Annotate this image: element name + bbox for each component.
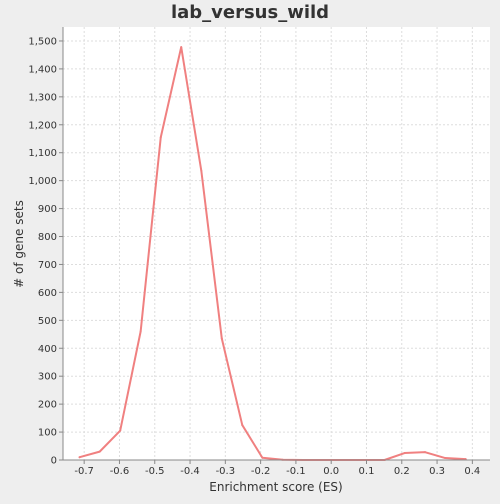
y-tick-label: 100: [38, 428, 57, 439]
y-tick-label: 0: [51, 456, 57, 467]
data-point: [139, 330, 142, 333]
data-point: [261, 456, 264, 459]
series-line: [78, 46, 467, 461]
y-tick-label: 400: [38, 344, 57, 355]
data-point: [159, 136, 162, 139]
data-point: [220, 337, 223, 340]
data-point: [200, 169, 203, 172]
x-tick-label: -0.7: [74, 466, 94, 477]
x-tick-label: -0.4: [180, 466, 200, 477]
data-point: [119, 429, 122, 432]
y-tick-label: 1,100: [28, 148, 57, 159]
y-tick-label: 1,500: [28, 36, 57, 47]
x-tick-label: 0.4: [464, 466, 480, 477]
x-tick-label: -0.3: [216, 466, 236, 477]
axes: -0.7 -0.6 -0.5 -0.4 -0.3 -0.2 -0.1 0.0 0.1 0.2 0.3…: [28, 27, 490, 477]
y-tick-label: 600: [38, 288, 57, 299]
y-tick-label: 1,000: [28, 176, 57, 187]
y-axis-label: # of gene sets: [12, 200, 26, 288]
data-point: [180, 46, 183, 49]
x-tick-label: -0.2: [251, 466, 271, 477]
x-tick-label: 0.0: [323, 466, 339, 477]
y-tick-label: 900: [38, 204, 57, 215]
x-axis-label: Enrichment score (ES): [209, 480, 342, 494]
y-tick-label: 300: [38, 372, 57, 383]
y-tick-label: 700: [38, 260, 57, 271]
y-tick-label: 800: [38, 232, 57, 243]
x-tick-label: -0.1: [286, 466, 306, 477]
y-tick-label: 1,400: [28, 64, 57, 75]
data-point: [78, 456, 81, 459]
y-tick-label: 1,200: [28, 120, 57, 131]
data-point: [424, 451, 427, 454]
x-tick-label: -0.6: [110, 466, 130, 477]
x-tick-label: 0.2: [394, 466, 410, 477]
y-tick-label: 500: [38, 316, 57, 327]
y-tick-label: 1,300: [28, 92, 57, 103]
plot-area: [63, 27, 490, 460]
chart-title: lab_versus_wild: [171, 2, 329, 23]
x-tick-label: -0.5: [145, 466, 165, 477]
y-tick-label: 200: [38, 400, 57, 411]
x-tick-label: 0.1: [359, 466, 375, 477]
data-point: [403, 452, 406, 455]
data-point: [241, 424, 244, 427]
x-tick-label: 0.3: [429, 466, 445, 477]
data-point: [98, 450, 101, 453]
data-point: [444, 457, 447, 460]
